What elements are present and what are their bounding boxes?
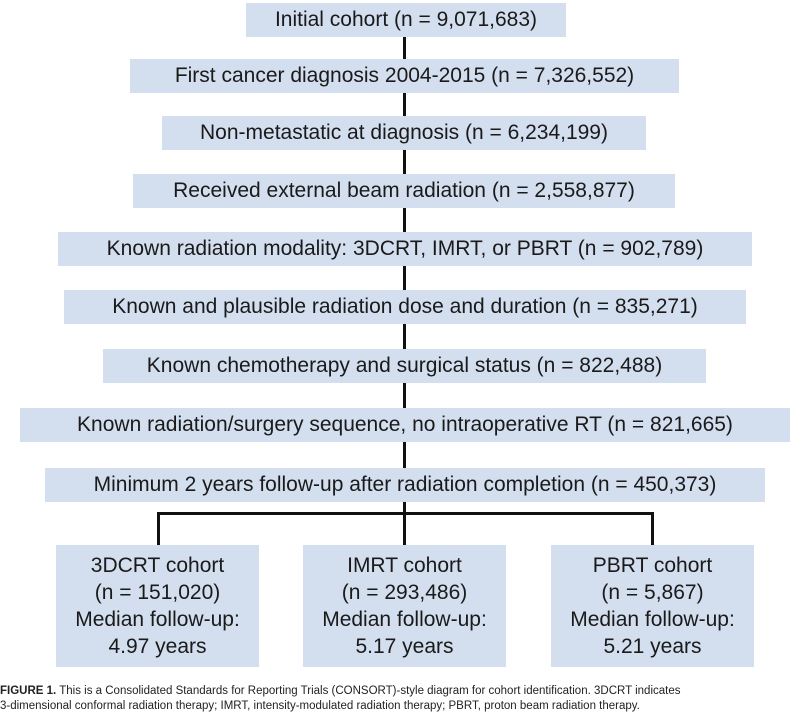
cohort-followup-label: Median follow-up: — [322, 608, 487, 631]
cohort-followup-value: 5.21 years — [603, 635, 702, 658]
caption-text-1: This is a Consolidated Standards for Rep… — [59, 685, 681, 697]
branch-drop-imrt — [403, 512, 406, 546]
cohort-followup-value: 5.17 years — [355, 635, 454, 658]
step-followup: Minimum 2 years follow-up after radiatio… — [45, 468, 765, 502]
cohort-n: (n = 151,020) — [94, 581, 221, 604]
step-non-metastatic: Non-metastatic at diagnosis (n = 6,234,1… — [162, 116, 646, 150]
step-dose-duration: Known and plausible radiation dose and d… — [64, 290, 746, 324]
cohort-n: (n = 5,867) — [601, 581, 704, 604]
cohort-followup-value: 4.97 years — [108, 635, 207, 658]
main-connector — [403, 20, 406, 514]
cohort-pbrt: PBRT cohort (n = 5,867) Median follow-up… — [551, 545, 754, 667]
cohort-n: (n = 293,486) — [341, 581, 468, 604]
caption-line-2: 3-dimensional conformal radiation therap… — [0, 700, 640, 712]
step-sequence: Known radiation/surgery sequence, no int… — [20, 408, 790, 442]
branch-drop-pbrt — [651, 512, 654, 546]
step-initial-cohort: Initial cohort (n = 9,071,683) — [246, 3, 566, 37]
cohort-name: IMRT cohort — [347, 554, 462, 577]
consort-diagram: Initial cohort (n = 9,071,683) First can… — [20, 3, 790, 667]
branch-drop-3dcrt — [157, 512, 160, 546]
cohort-followup-label: Median follow-up: — [570, 608, 735, 631]
figure-caption: FIGURE 1. This is a Consolidated Standar… — [0, 684, 812, 714]
cohort-3dcrt: 3DCRT cohort (n = 151,020) Median follow… — [56, 545, 259, 667]
step-external-beam: Received external beam radiation (n = 2,… — [133, 174, 675, 208]
step-known-modality: Known radiation modality: 3DCRT, IMRT, o… — [58, 232, 752, 266]
step-first-diagnosis: First cancer diagnosis 2004-2015 (n = 7,… — [130, 59, 679, 93]
cohort-name: 3DCRT cohort — [90, 554, 225, 577]
cohort-followup-label: Median follow-up: — [75, 608, 240, 631]
cohort-name: PBRT cohort — [592, 554, 713, 577]
caption-line-1: FIGURE 1. This is a Consolidated Standar… — [0, 684, 812, 699]
cohort-imrt: IMRT cohort (n = 293,486) Median follow-… — [303, 545, 506, 667]
step-chemo-surgery: Known chemotherapy and surgical status (… — [103, 349, 706, 383]
caption-label: FIGURE 1. — [0, 685, 57, 697]
